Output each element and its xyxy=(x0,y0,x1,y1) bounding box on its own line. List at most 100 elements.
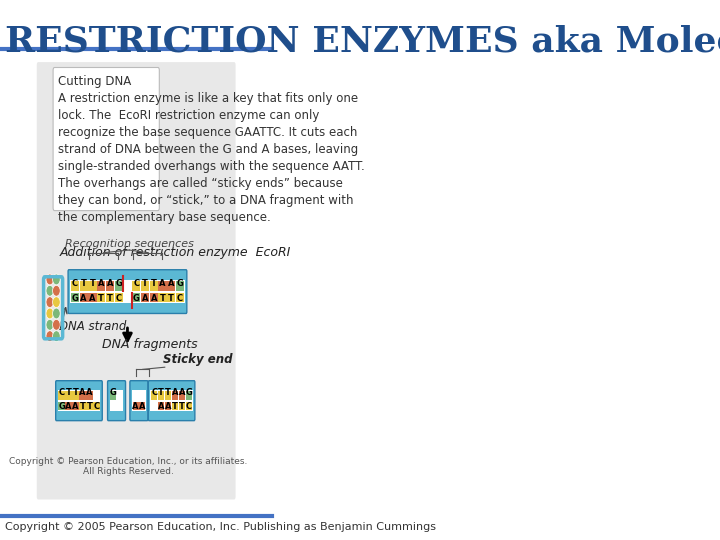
Text: T: T xyxy=(142,279,148,288)
FancyBboxPatch shape xyxy=(150,390,193,411)
Text: C: C xyxy=(186,402,192,411)
Text: Copyright © Pearson Education, Inc., or its affiliates.
All Rights Reserved.: Copyright © Pearson Education, Inc., or … xyxy=(9,457,247,476)
Text: T: T xyxy=(172,402,178,411)
Text: Sticky end: Sticky end xyxy=(163,353,233,366)
FancyBboxPatch shape xyxy=(150,281,158,291)
FancyBboxPatch shape xyxy=(167,281,176,291)
Text: C: C xyxy=(94,402,99,411)
FancyBboxPatch shape xyxy=(89,293,96,302)
FancyBboxPatch shape xyxy=(97,293,105,302)
FancyBboxPatch shape xyxy=(176,281,184,291)
FancyBboxPatch shape xyxy=(132,293,140,302)
Text: DNA fragments: DNA fragments xyxy=(102,338,198,351)
Text: A: A xyxy=(165,402,171,411)
FancyBboxPatch shape xyxy=(158,293,166,302)
Text: Recognition sequences: Recognition sequences xyxy=(65,239,194,249)
FancyBboxPatch shape xyxy=(71,293,79,302)
FancyBboxPatch shape xyxy=(176,293,184,302)
Text: T: T xyxy=(165,388,171,397)
Ellipse shape xyxy=(53,285,60,296)
FancyBboxPatch shape xyxy=(71,280,184,303)
FancyBboxPatch shape xyxy=(58,392,65,400)
Text: RESTRICTION ENZYMES aka Molecular Scissors: RESTRICTION ENZYMES aka Molecular Scisso… xyxy=(6,24,720,58)
FancyBboxPatch shape xyxy=(80,281,88,291)
Text: G: G xyxy=(110,388,117,397)
FancyBboxPatch shape xyxy=(72,392,78,400)
Text: G: G xyxy=(115,279,122,288)
Text: T: T xyxy=(79,402,86,411)
FancyBboxPatch shape xyxy=(58,402,65,410)
Ellipse shape xyxy=(46,308,54,319)
Text: T: T xyxy=(107,294,113,303)
FancyBboxPatch shape xyxy=(55,381,102,421)
FancyBboxPatch shape xyxy=(179,402,185,410)
Text: T: T xyxy=(89,279,95,288)
FancyBboxPatch shape xyxy=(167,293,176,302)
Ellipse shape xyxy=(53,308,60,319)
Ellipse shape xyxy=(46,297,54,308)
Text: T: T xyxy=(160,294,166,303)
Text: A: A xyxy=(172,388,179,397)
Text: A: A xyxy=(142,294,148,303)
Text: G: G xyxy=(176,279,184,288)
Text: Copyright © 2005 Pearson Education, Inc. Publishing as Benjamin Cummings: Copyright © 2005 Pearson Education, Inc.… xyxy=(6,522,436,532)
Text: T: T xyxy=(179,402,185,411)
Text: A: A xyxy=(179,388,185,397)
Text: A: A xyxy=(168,279,174,288)
Text: A: A xyxy=(72,402,78,411)
FancyBboxPatch shape xyxy=(151,392,158,400)
Text: DNA strand: DNA strand xyxy=(58,320,126,333)
Text: T: T xyxy=(66,388,71,397)
FancyBboxPatch shape xyxy=(79,392,86,400)
FancyBboxPatch shape xyxy=(114,293,123,302)
Text: Addition of restriction enzyme  EcoRI: Addition of restriction enzyme EcoRI xyxy=(60,246,292,259)
Text: A: A xyxy=(66,402,72,411)
Text: A: A xyxy=(107,279,113,288)
Text: G: G xyxy=(71,294,78,303)
Ellipse shape xyxy=(53,330,60,342)
Ellipse shape xyxy=(46,319,54,330)
FancyBboxPatch shape xyxy=(172,392,179,400)
FancyBboxPatch shape xyxy=(165,402,171,410)
Text: A: A xyxy=(139,402,145,411)
Text: T: T xyxy=(98,294,104,303)
FancyBboxPatch shape xyxy=(106,281,114,291)
Text: A: A xyxy=(98,279,104,288)
FancyBboxPatch shape xyxy=(107,381,125,421)
FancyBboxPatch shape xyxy=(109,390,123,411)
FancyBboxPatch shape xyxy=(186,392,192,400)
FancyBboxPatch shape xyxy=(139,402,145,410)
Text: T: T xyxy=(81,279,86,288)
FancyBboxPatch shape xyxy=(97,281,105,291)
FancyBboxPatch shape xyxy=(106,293,114,302)
FancyBboxPatch shape xyxy=(71,281,79,291)
Text: A: A xyxy=(158,402,164,411)
Text: C: C xyxy=(133,279,139,288)
Text: T: T xyxy=(158,388,164,397)
FancyBboxPatch shape xyxy=(80,293,88,302)
FancyBboxPatch shape xyxy=(148,381,195,421)
FancyBboxPatch shape xyxy=(158,402,164,410)
FancyBboxPatch shape xyxy=(66,402,72,410)
FancyBboxPatch shape xyxy=(89,281,96,291)
Text: C: C xyxy=(72,279,78,288)
Text: A: A xyxy=(86,388,93,397)
FancyBboxPatch shape xyxy=(58,390,100,411)
FancyBboxPatch shape xyxy=(158,392,164,400)
Ellipse shape xyxy=(46,285,54,296)
Text: T: T xyxy=(150,279,157,288)
Ellipse shape xyxy=(53,274,60,285)
FancyBboxPatch shape xyxy=(53,68,159,211)
FancyBboxPatch shape xyxy=(132,281,140,291)
Text: C: C xyxy=(177,294,183,303)
FancyBboxPatch shape xyxy=(86,402,93,410)
Ellipse shape xyxy=(46,330,54,342)
Ellipse shape xyxy=(46,274,54,285)
FancyBboxPatch shape xyxy=(110,392,117,400)
Text: G: G xyxy=(132,294,140,303)
FancyBboxPatch shape xyxy=(172,402,179,410)
FancyBboxPatch shape xyxy=(132,390,145,411)
FancyBboxPatch shape xyxy=(114,281,123,291)
Text: A: A xyxy=(89,294,96,303)
FancyBboxPatch shape xyxy=(93,402,99,410)
